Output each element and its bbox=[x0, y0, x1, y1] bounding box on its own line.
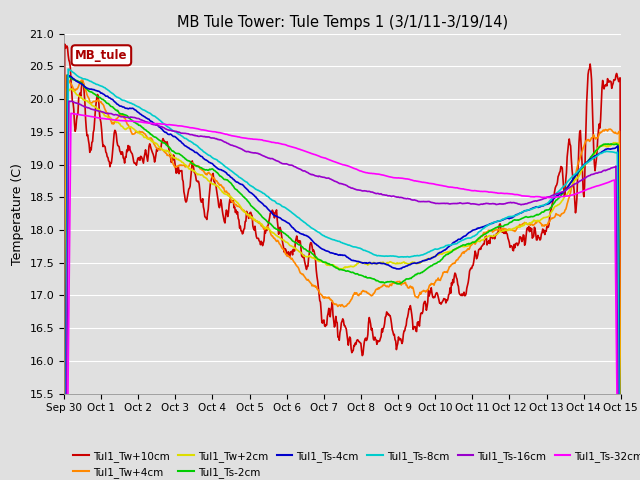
Legend: Tul1_Tw+10cm, Tul1_Tw+4cm, Tul1_Tw+2cm, Tul1_Ts-2cm, Tul1_Ts-4cm, Tul1_Ts-8cm, T: Tul1_Tw+10cm, Tul1_Tw+4cm, Tul1_Tw+2cm, … bbox=[69, 446, 640, 480]
Title: MB Tule Tower: Tule Temps 1 (3/1/11-3/19/14): MB Tule Tower: Tule Temps 1 (3/1/11-3/19… bbox=[177, 15, 508, 30]
Text: MB_tule: MB_tule bbox=[75, 49, 127, 62]
Y-axis label: Temperature (C): Temperature (C) bbox=[11, 163, 24, 264]
